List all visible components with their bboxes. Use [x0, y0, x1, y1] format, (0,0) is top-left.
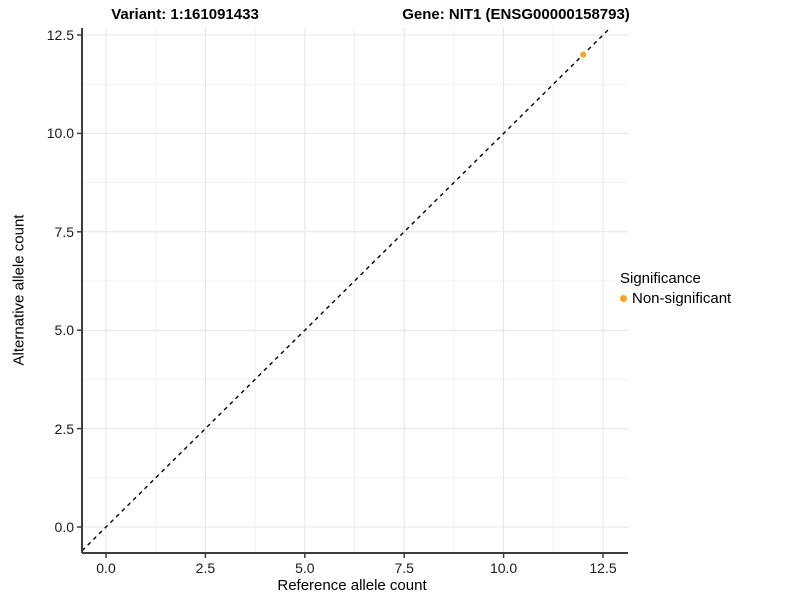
- legend-point-icon: [620, 295, 627, 302]
- x-tick-label: 0.0: [96, 560, 116, 576]
- legend-entry-label: Non-significant: [632, 290, 732, 307]
- identity-line: [81, 27, 611, 552]
- y-tick-label: 10.0: [46, 125, 74, 142]
- legend: Significance Non-significant: [620, 270, 731, 307]
- x-tick-label: 7.5: [394, 560, 414, 576]
- y-tick-label: 7.5: [54, 223, 74, 240]
- data-point: [580, 51, 587, 58]
- plot-title-variant: Variant: 1:161091433: [111, 6, 259, 23]
- x-tick-label: 2.5: [195, 560, 216, 576]
- y-tick-label: 2.5: [54, 420, 74, 437]
- y-tick-label: 12.5: [46, 27, 74, 43]
- legend-entry-non-significant: Non-significant: [620, 290, 731, 307]
- x-tick-label: 5.0: [295, 560, 315, 576]
- y-tick-label: 5.0: [54, 322, 74, 339]
- legend-title: Significance: [620, 270, 701, 287]
- x-tick-label: 12.5: [589, 560, 617, 576]
- plot-title-gene: Gene: NIT1 (ENSG00000158793): [402, 6, 630, 23]
- x-tick-label: 10.0: [489, 560, 518, 576]
- x-axis-title: Reference allele count: [277, 577, 427, 594]
- y-tick-label: 0.0: [54, 519, 74, 535]
- y-axis-title: Alternative allele count: [10, 214, 28, 366]
